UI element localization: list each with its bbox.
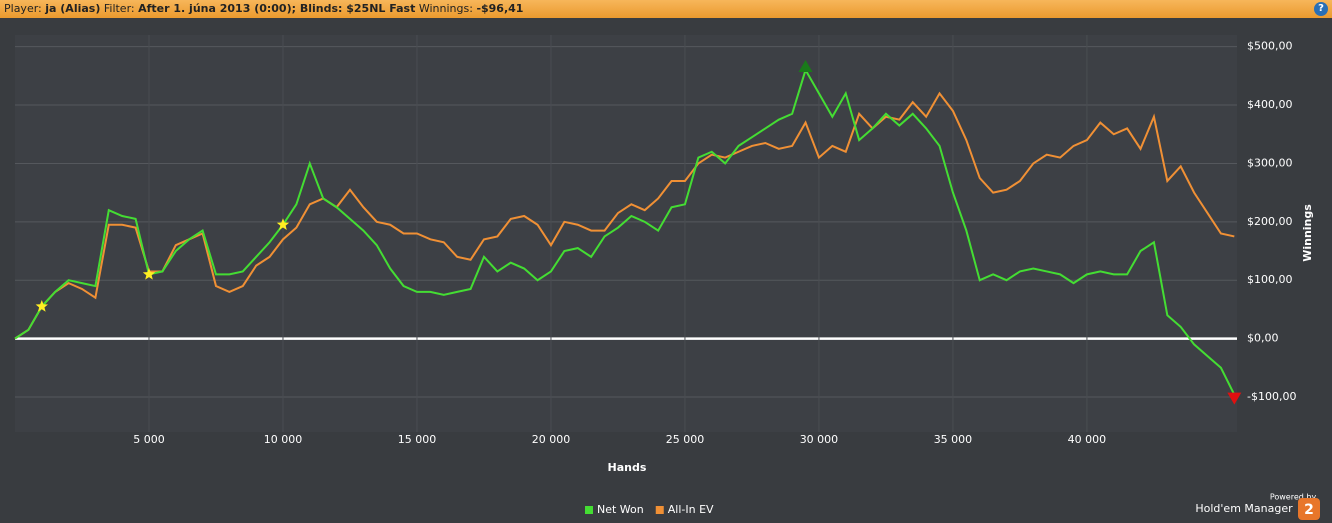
winnings: -$96,41 [476, 2, 524, 15]
chart: Hands Winnings Powered by Hold'em Manage… [14, 35, 1320, 520]
y-tick-label: $400,00 [1247, 98, 1293, 111]
y-tick-label: $0,00 [1247, 332, 1279, 345]
min-marker [1227, 392, 1242, 405]
star-marker [276, 218, 290, 231]
y-tick-label: $100,00 [1247, 273, 1293, 286]
y-tick-label: $500,00 [1247, 40, 1293, 53]
x-tick-label: 20 000 [532, 433, 571, 446]
powered-by: Powered by [1270, 493, 1317, 502]
series-line [14, 67, 1236, 396]
label: Winnings: [418, 2, 473, 15]
x-tick-label: 15 000 [398, 433, 437, 446]
y-tick-label: $300,00 [1247, 156, 1293, 169]
plot-area [15, 35, 1237, 432]
label: Player: [4, 2, 42, 15]
logo [1298, 498, 1320, 520]
star-marker [35, 299, 48, 312]
player: ja (Alias) [45, 2, 101, 15]
x-tick-label: 40 000 [1068, 433, 1107, 446]
product-name: Hold'em Manager [1195, 502, 1293, 515]
legend-swatch [655, 506, 664, 514]
x-tick-label: 35 000 [934, 433, 973, 446]
help-button[interactable]: ? [1314, 2, 1328, 16]
x-tick-label: 30 000 [800, 433, 839, 446]
legend-label: Net Won [597, 503, 644, 516]
logo-text: 2 [1304, 502, 1314, 518]
x-axis-label: Hands [608, 461, 647, 474]
label: Filter: [103, 2, 135, 15]
legend-label: All-In EV [668, 503, 714, 516]
x-tick-label: 10 000 [264, 433, 303, 446]
series-line [14, 91, 1235, 340]
y-tick-label: -$100,00 [1247, 390, 1296, 403]
star-marker [142, 267, 156, 280]
y-axis-label: Winnings [1301, 204, 1314, 262]
filter: After 1. júna 2013 (0:00); Blinds: $25NL… [138, 2, 416, 15]
max-marker [798, 60, 813, 73]
x-tick-label: 5 000 [133, 433, 165, 446]
y-tick-label: $200,00 [1247, 215, 1293, 228]
header-bar: Player: ja (Alias) Filter: After 1. júna… [0, 0, 1332, 18]
legend-swatch [585, 506, 593, 514]
x-tick-label: 25 000 [666, 433, 705, 446]
